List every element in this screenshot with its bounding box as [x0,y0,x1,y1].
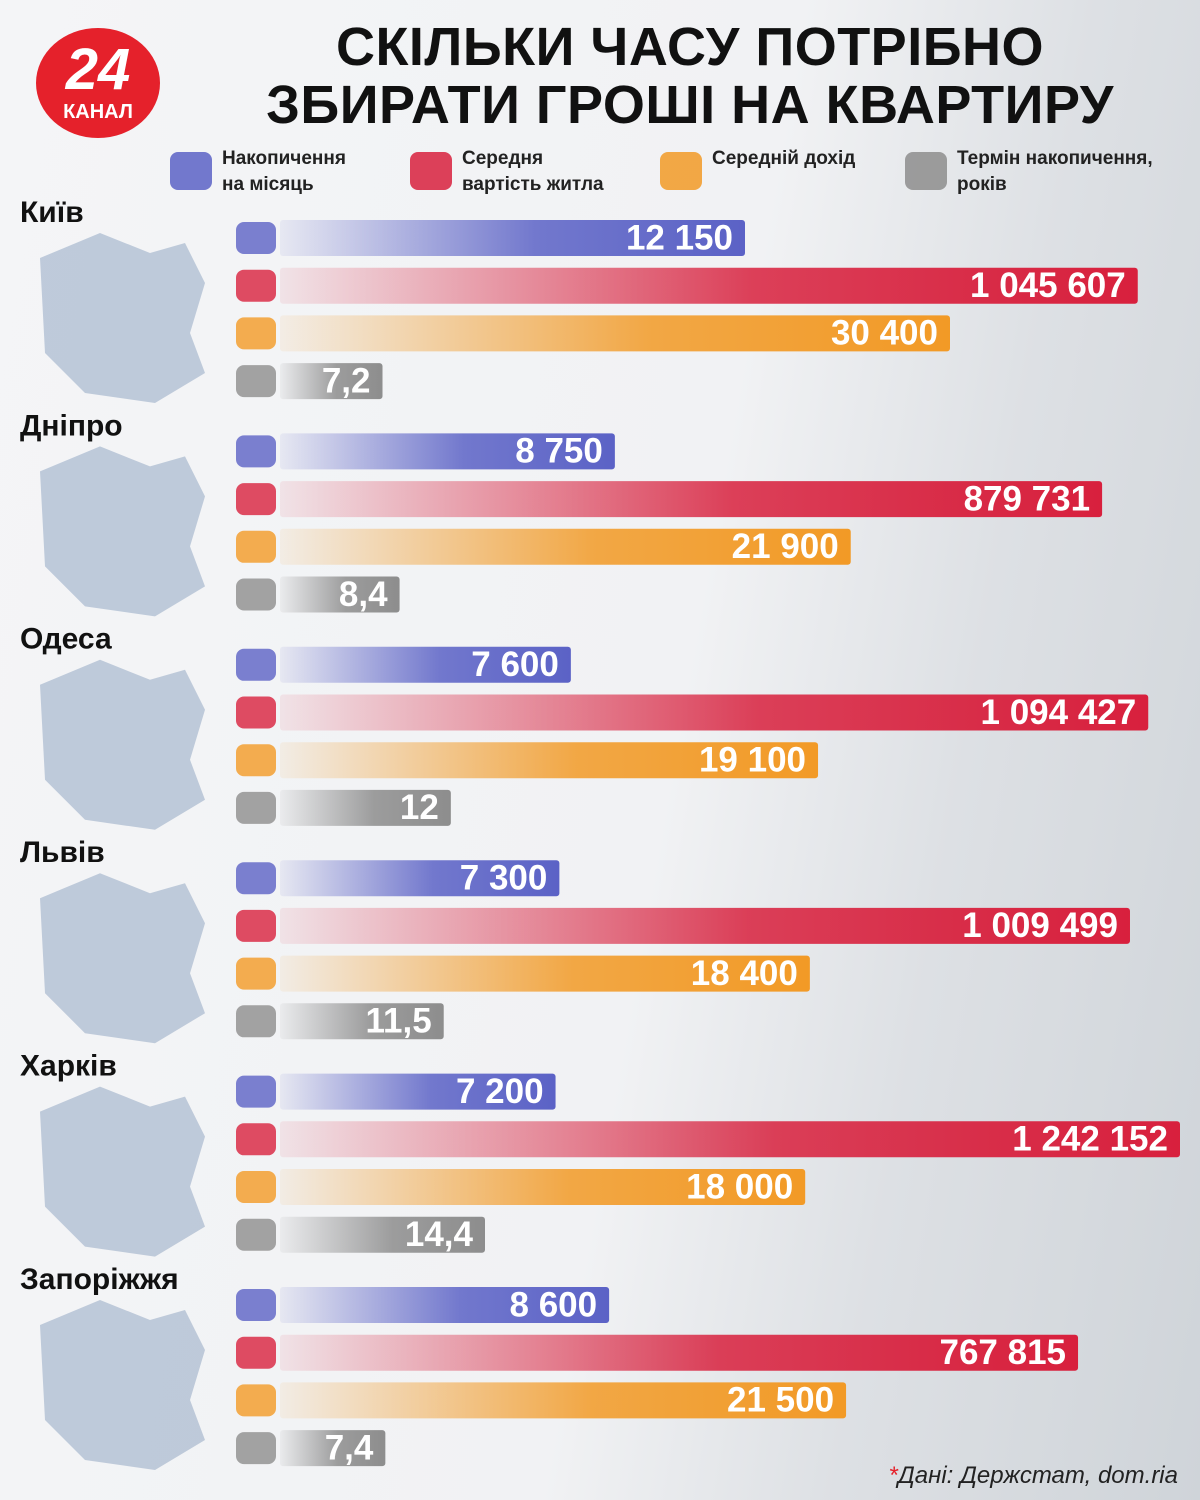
city-label: Львів [20,836,105,869]
series-icon [236,483,276,516]
series-icon [236,365,276,398]
bar [280,315,950,352]
value-label: 12 [400,788,439,827]
legend-icon [410,152,452,190]
legend-icon [170,152,212,190]
series-icon [236,1123,276,1156]
value-label: 19 100 [699,740,806,779]
value-label: 7 300 [460,858,548,897]
value-label: 1 094 427 [981,693,1137,732]
region-map [40,446,205,617]
value-label: 21 900 [732,527,839,566]
value-label: 18 400 [691,954,798,993]
series-icon [236,578,276,611]
series-icon [236,957,276,990]
region-map [40,233,205,403]
legend-icon [905,152,947,190]
bar [280,1073,556,1110]
value-label: 21 500 [727,1381,834,1420]
series-icon [236,1289,276,1321]
series-icon [236,791,276,824]
series-icon [236,648,276,681]
series-icon [236,1005,276,1038]
value-label: 1 009 499 [962,906,1118,945]
series-icon [236,317,276,350]
series-icon [236,744,276,777]
series-icon [236,435,276,468]
bar [280,907,1130,944]
value-label: 7 600 [471,645,559,684]
legend-icon [660,152,702,190]
bar [280,1382,847,1419]
bar [280,528,851,565]
bar [280,1003,444,1040]
bar [280,220,745,256]
series-icon [236,269,276,302]
bar [280,1430,386,1467]
bar [280,860,560,897]
bar [280,1121,1180,1158]
series-icon [236,1218,276,1251]
bar [280,1169,806,1205]
value-label: 7,2 [322,361,371,400]
legend-label: Середній дохід [712,148,856,169]
city-label: Одеса [20,623,112,656]
value-label: 7,4 [325,1428,374,1467]
series-icon [236,1171,276,1203]
series-icon [236,530,276,563]
city-label: Київ [20,196,84,229]
source-note: Дані: Держстат, dom.ria [889,1462,1178,1490]
series-icon [236,1075,276,1108]
city-label: Харків [20,1050,117,1083]
value-label: 7 200 [456,1072,544,1111]
value-label: 18 000 [686,1167,793,1206]
legend-label: Термін накопичення, років [957,148,1153,195]
series-icon [236,222,276,254]
bar [280,433,615,470]
legend-label: Середня вартість житла [462,148,604,195]
value-label: 30 400 [831,314,938,353]
city-label: Запоріжжя [20,1263,179,1296]
value-label: 8,4 [339,575,388,614]
bar [280,955,810,992]
value-label: 1 045 607 [970,266,1126,305]
region-map [40,659,205,830]
value-label: 14,4 [405,1215,474,1254]
series-icon [236,696,276,729]
region-map [40,1300,205,1470]
value-label: 8 750 [515,432,603,471]
logo: 24 КАНАЛ [36,28,160,138]
region-map [40,873,205,1044]
series-icon [236,909,276,942]
series-icon [236,1384,276,1417]
logo-number: 24 [65,37,131,102]
city-label: Дніпро [20,409,123,442]
bar [280,267,1138,304]
bar [280,1216,485,1253]
bar [280,646,571,683]
bar [280,481,1103,518]
value-label: 767 815 [940,1333,1067,1372]
bar [280,694,1149,731]
series-icon [236,1432,276,1465]
series-icon [236,1336,276,1369]
bar [280,363,383,400]
bar [280,789,451,826]
logo-text: КАНАЛ [63,101,133,123]
value-label: 11,5 [366,1002,432,1041]
bar [280,742,819,779]
bar [280,576,400,613]
legend-label: Накопичення на місяць [222,148,346,195]
series-icon [236,862,276,895]
bar [280,1287,610,1323]
bar [280,1334,1079,1371]
value-label: 8 600 [510,1285,598,1324]
chart-title: СКІЛЬКИ ЧАСУ ПОТРІБНО ЗБИРАТИ ГРОШІ НА К… [266,17,1114,135]
value-label: 879 731 [964,479,1091,518]
value-label: 1 242 152 [1012,1120,1168,1159]
region-map [40,1086,205,1257]
value-label: 12 150 [626,218,733,257]
